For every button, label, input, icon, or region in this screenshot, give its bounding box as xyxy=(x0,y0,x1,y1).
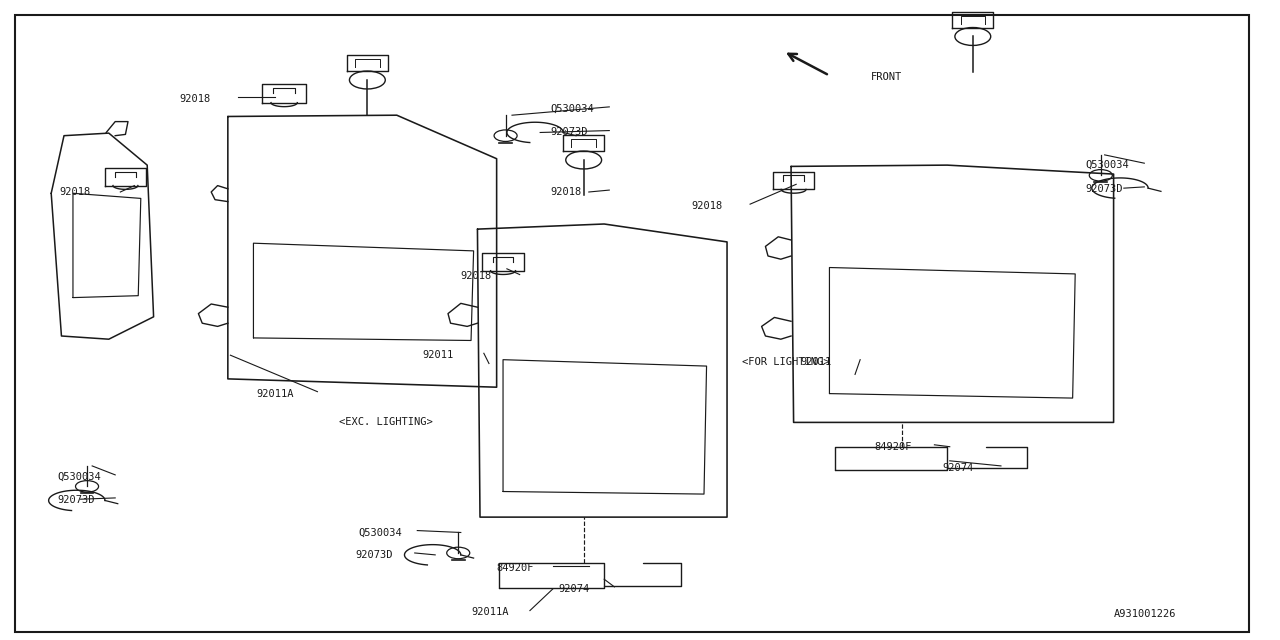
Text: 92073D: 92073D xyxy=(550,127,588,138)
Text: Q530034: Q530034 xyxy=(550,104,594,114)
Text: 92011: 92011 xyxy=(422,350,453,360)
Text: Q530034: Q530034 xyxy=(58,472,101,482)
Text: 92018: 92018 xyxy=(179,94,210,104)
Text: 92073D: 92073D xyxy=(1085,184,1123,194)
Text: 92011: 92011 xyxy=(800,356,831,367)
Text: 92073D: 92073D xyxy=(58,495,95,506)
Text: 92018: 92018 xyxy=(461,271,492,282)
Text: 84920F: 84920F xyxy=(497,563,534,573)
Text: 92018: 92018 xyxy=(550,187,581,197)
Text: <FOR LIGHTING>: <FOR LIGHTING> xyxy=(742,356,829,367)
Text: Q530034: Q530034 xyxy=(1085,160,1129,170)
Text: 92018: 92018 xyxy=(59,187,90,197)
Text: 92074: 92074 xyxy=(942,463,973,474)
Text: 92074: 92074 xyxy=(558,584,589,594)
Text: 92011A: 92011A xyxy=(471,607,508,618)
Text: 84920F: 84920F xyxy=(874,442,911,452)
Text: 92073D: 92073D xyxy=(356,550,393,560)
Text: 92011A: 92011A xyxy=(256,388,293,399)
Text: FRONT: FRONT xyxy=(870,72,901,82)
Text: A931001226: A931001226 xyxy=(1114,609,1176,620)
Text: 92018: 92018 xyxy=(691,201,722,211)
Text: Q530034: Q530034 xyxy=(358,527,402,538)
Text: <EXC. LIGHTING>: <EXC. LIGHTING> xyxy=(339,417,433,428)
